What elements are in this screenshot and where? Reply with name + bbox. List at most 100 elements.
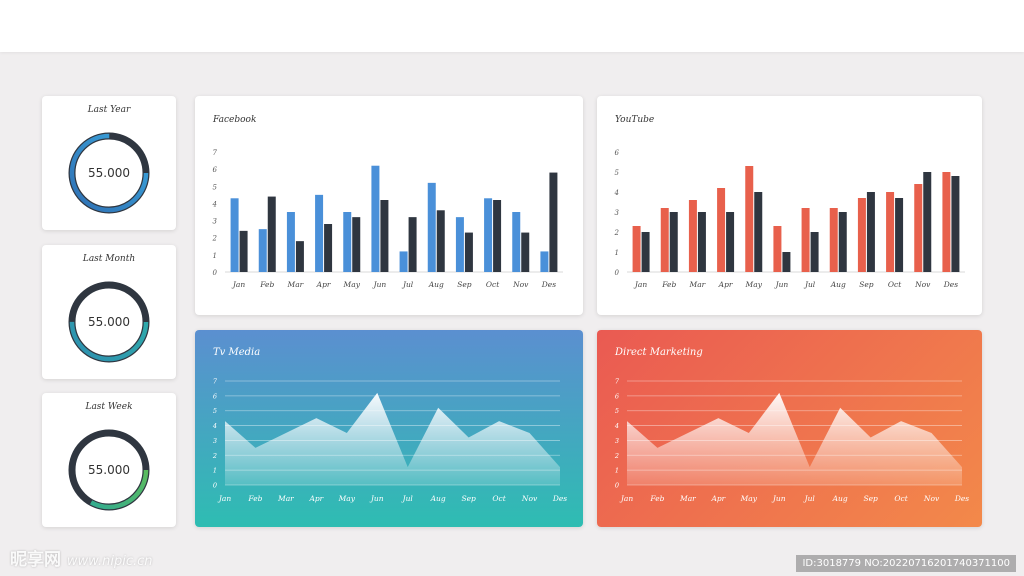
- progress-ring-svg: [68, 429, 150, 511]
- x-tick-label: Feb: [259, 280, 274, 289]
- watermark-logo: 昵享网 www.nipic.cn: [10, 545, 153, 570]
- bar-nov-series-1: [914, 184, 923, 272]
- y-tick-label: 7: [213, 378, 218, 386]
- area-series: [627, 392, 962, 485]
- ring-progress-arc: [69, 133, 149, 213]
- bar-jul-series-2: [810, 232, 819, 272]
- x-tick-label: Aug: [832, 494, 848, 503]
- x-tick-label: Jul: [401, 494, 414, 503]
- x-tick-label: Jan: [231, 280, 245, 289]
- y-tick-label: 6: [615, 392, 619, 400]
- x-tick-label: Nov: [914, 280, 931, 289]
- x-tick-label: Oct: [492, 494, 506, 503]
- bar-may-series-1: [343, 212, 352, 272]
- y-tick-label: 6: [615, 149, 620, 157]
- kpi-value: 55.000: [88, 463, 130, 477]
- kpi-card-last-week: Last Week 55.000: [42, 393, 176, 527]
- ring-progress-arc: [69, 430, 149, 510]
- bar-sep-series-2: [464, 232, 473, 272]
- y-tick-label: 5: [615, 169, 620, 177]
- bar-feb-series-2: [267, 196, 276, 272]
- bar-aug-series-2: [436, 210, 445, 272]
- bar-apr-series-2: [726, 212, 735, 272]
- chart-title: Tv Media: [213, 347, 261, 358]
- bar-oct-series-1: [484, 198, 493, 272]
- kpi-title: Last Week: [85, 402, 133, 412]
- direct-marketing-area-chart: 0 1 2 3 4 5 6 7 Jan Feb Mar Apr May Jun Jul Aug Sep Oct No…: [614, 378, 969, 504]
- y-tick-label: 4: [614, 189, 619, 197]
- bar-des-series-2: [951, 176, 960, 272]
- bar-aug-series-2: [838, 212, 847, 272]
- top-header-bar: [0, 0, 1024, 52]
- facebook-chart-card: Facebook 0 1 2 3 4 5 6 7 Jan Feb Mar Apr May Jun Jul Au…: [195, 96, 583, 315]
- direct-marketing-chart-card: Direct Marketing 0 1 2 3 4 5 6 7 Jan Feb Mar Apr May…: [597, 330, 982, 527]
- y-tick-label: 0: [213, 269, 218, 277]
- bar-sep-series-2: [866, 192, 875, 272]
- x-tick-label: Jul: [401, 280, 414, 289]
- x-tick-label: Feb: [649, 494, 664, 503]
- y-tick-label: 1: [213, 252, 217, 260]
- watermark-brand: 昵享网: [10, 550, 61, 570]
- bar-nov-series-2: [521, 232, 530, 272]
- x-tick-label: Oct: [486, 280, 500, 289]
- y-tick-label: 1: [213, 467, 217, 475]
- bar-jan-series-2: [239, 230, 248, 272]
- bar-mar-series-1: [688, 200, 697, 272]
- x-tick-label: Mar: [277, 494, 294, 503]
- x-tick-label: Jan: [217, 494, 231, 503]
- bar-jul-series-1: [801, 208, 810, 272]
- x-tick-label: Jun: [372, 280, 387, 289]
- y-tick-label: 1: [615, 249, 619, 257]
- x-tick-label: Oct: [894, 494, 908, 503]
- y-tick-label: 2: [614, 452, 619, 460]
- bar-apr-series-1: [315, 194, 324, 272]
- x-tick-label: Nov: [521, 494, 538, 503]
- kpi-card-last-year: Last Year 55.000: [42, 96, 176, 230]
- y-tick-label: 6: [213, 392, 217, 400]
- x-tick-label: Apr: [718, 280, 733, 289]
- x-tick-label: Jan: [619, 494, 633, 503]
- bar-mar-series-2: [697, 212, 706, 272]
- bar-jun-series-2: [380, 200, 389, 272]
- bar-feb-series-2: [669, 212, 678, 272]
- kpi-title: Last Month: [82, 254, 136, 264]
- progress-ring: 55.000: [67, 428, 151, 512]
- y-tick-label: 2: [212, 452, 217, 460]
- tv-media-area-chart: 0 1 2 3 4 5 6 7 Jan Feb Mar Apr May Jun Jul Aug Sep Oct No…: [212, 378, 567, 504]
- progress-ring-svg: [68, 132, 150, 214]
- bar-jan-series-2: [641, 232, 650, 272]
- progress-ring-svg: [68, 281, 150, 363]
- x-tick-label: Jun: [771, 494, 786, 503]
- bar-jun-series-2: [782, 252, 791, 272]
- x-tick-label: Des: [954, 494, 969, 503]
- x-tick-label: Des: [943, 280, 958, 289]
- y-tick-label: 5: [213, 407, 217, 415]
- bar-des-series-2: [549, 172, 558, 272]
- bar-feb-series-1: [258, 229, 267, 272]
- bar-jun-series-1: [773, 226, 782, 272]
- kpi-value: 55.000: [88, 315, 130, 329]
- bar-apr-series-1: [717, 188, 726, 272]
- y-tick-label: 7: [615, 378, 620, 386]
- bar-jan-series-1: [230, 198, 239, 272]
- x-tick-label: Jul: [803, 280, 816, 289]
- y-tick-label: 4: [212, 422, 217, 430]
- bar-mar-series-2: [295, 241, 304, 272]
- y-tick-label: 3: [213, 437, 217, 445]
- x-tick-label: Apr: [316, 280, 331, 289]
- bar-feb-series-1: [660, 208, 669, 272]
- x-tick-label: Apr: [308, 494, 323, 503]
- facebook-bar-chart: 0 1 2 3 4 5 6 7 Jan Feb Mar Apr May Jun Jul Aug Sep Oct No…: [212, 149, 563, 289]
- youtube-chart-card: YouTube 0 1 2 3 4 5 6 Jan Feb Mar Apr May Jun Jul Aug S…: [597, 96, 982, 315]
- progress-ring: 55.000: [67, 131, 151, 215]
- x-tick-label: Sep: [461, 494, 476, 503]
- area-series: [225, 392, 560, 485]
- x-tick-label: Jul: [803, 494, 816, 503]
- bar-aug-series-1: [427, 182, 436, 272]
- bar-jul-series-2: [408, 217, 417, 272]
- bar-may-series-2: [754, 192, 763, 272]
- x-tick-label: Mar: [679, 494, 696, 503]
- bar-jun-series-1: [371, 165, 380, 272]
- chart-title: Facebook: [213, 115, 257, 125]
- x-tick-label: Aug: [428, 280, 444, 289]
